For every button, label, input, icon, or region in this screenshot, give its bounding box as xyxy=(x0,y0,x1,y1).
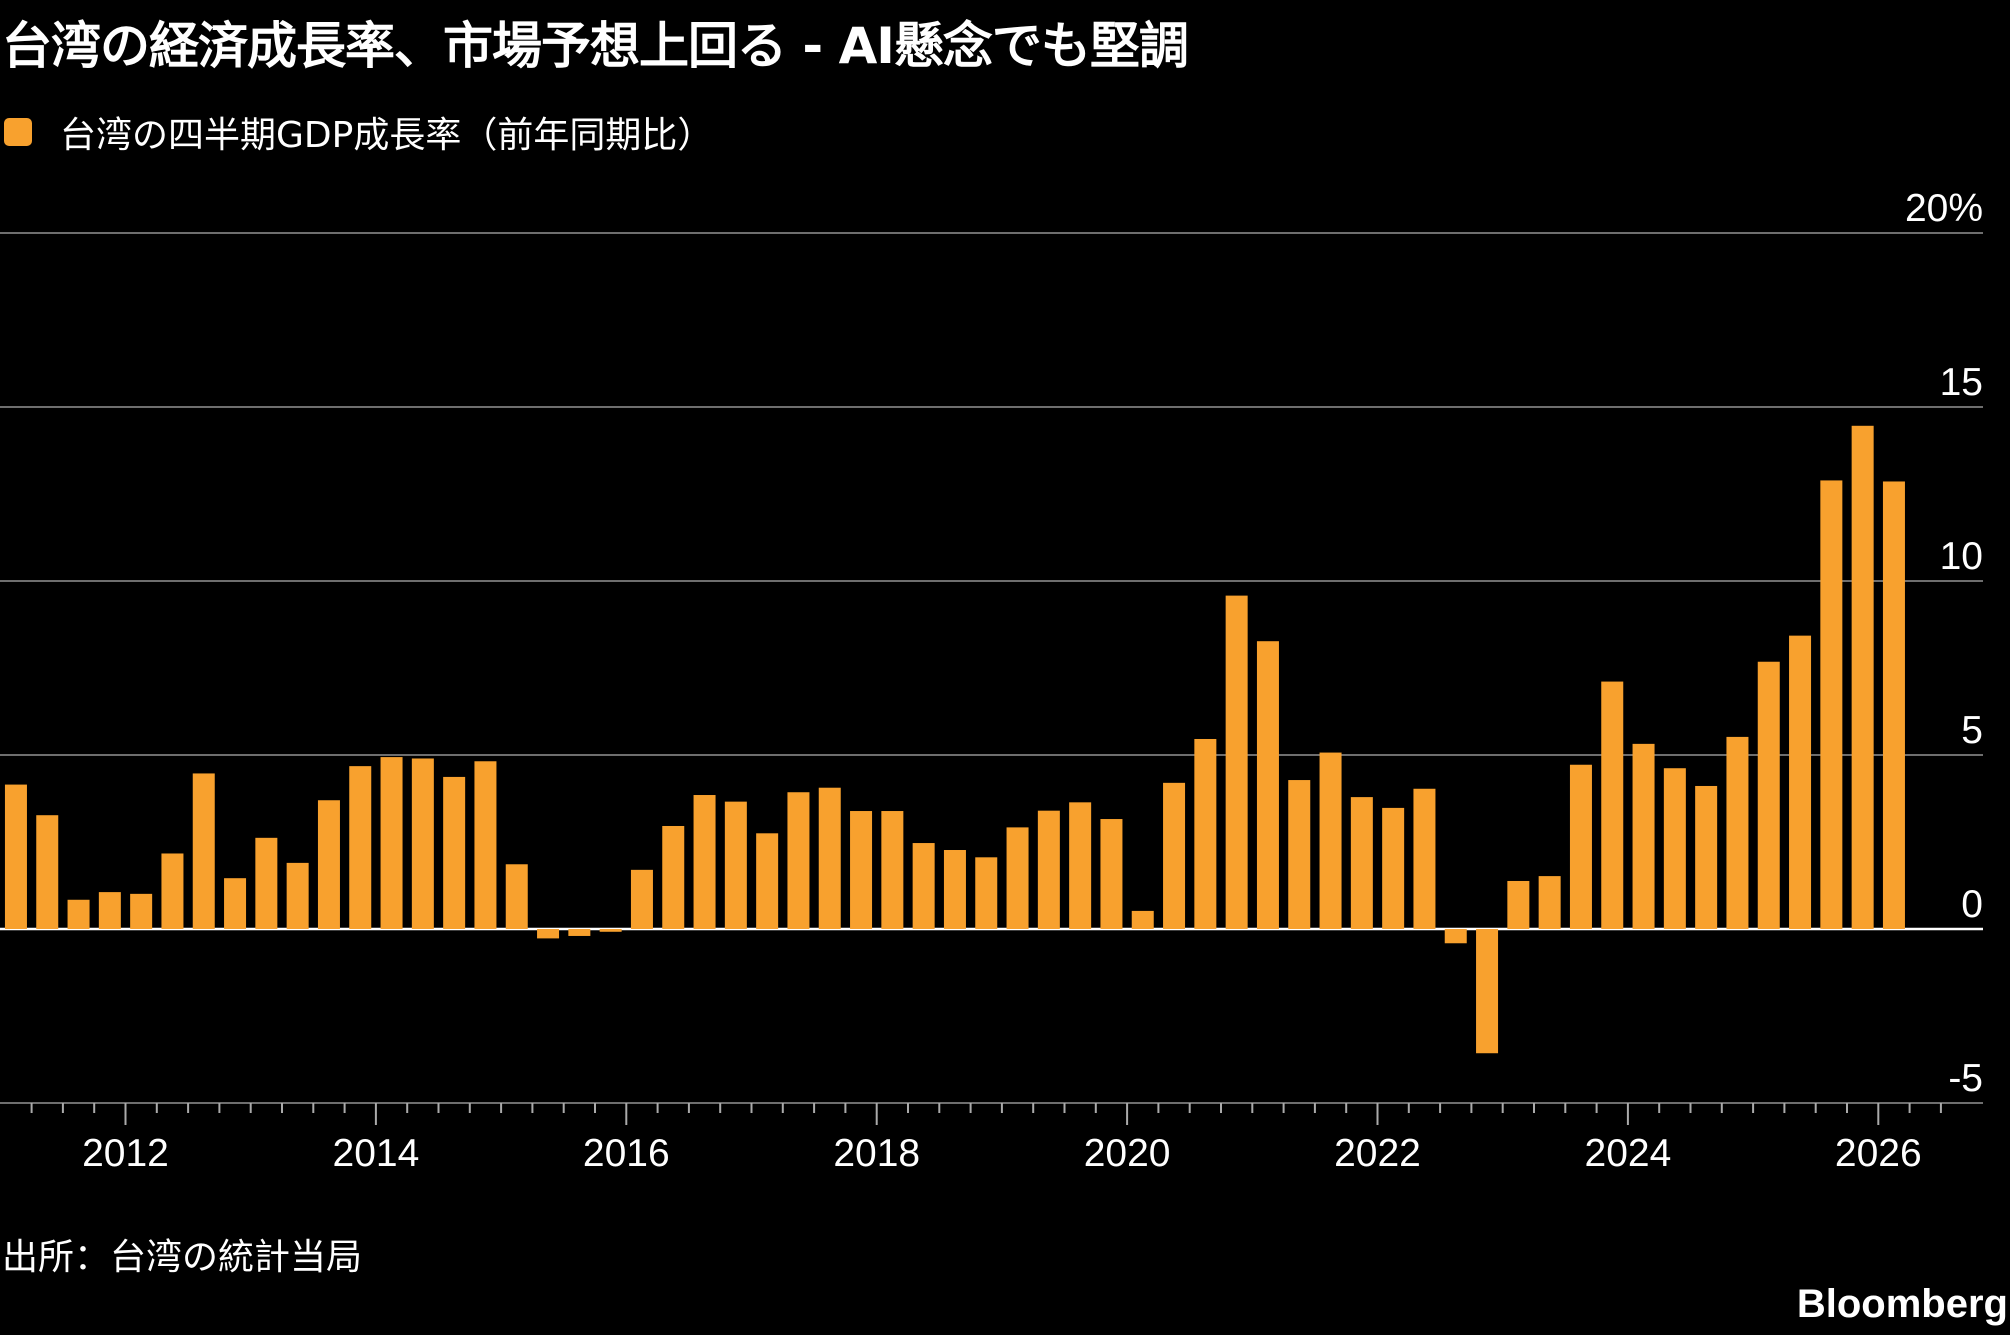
bar xyxy=(98,892,121,929)
x-tick-label: 2018 xyxy=(833,1132,920,1175)
bar xyxy=(1225,595,1248,929)
bar xyxy=(505,864,528,929)
bar xyxy=(662,825,685,929)
bar xyxy=(1851,425,1874,929)
x-tick-label: 2024 xyxy=(1585,1132,1672,1175)
bar xyxy=(380,757,403,929)
bar xyxy=(1100,819,1123,929)
bar xyxy=(67,899,90,929)
bar xyxy=(881,811,904,929)
bar xyxy=(1037,810,1060,929)
x-tick-label: 2026 xyxy=(1835,1132,1922,1175)
bar xyxy=(1194,738,1217,929)
chart-title: 台湾の経済成長率、市場予想上回る - AI懸念でも堅調 xyxy=(2,17,1189,75)
y-tick-label: 10 xyxy=(1940,535,1983,578)
x-tick-label: 2020 xyxy=(1084,1132,1171,1175)
bar xyxy=(975,857,998,929)
bar xyxy=(912,843,935,929)
bar xyxy=(1820,480,1843,929)
bar xyxy=(36,815,59,929)
y-tick-label: 20% xyxy=(1905,187,1983,230)
bar xyxy=(349,766,372,929)
bar xyxy=(1757,661,1780,929)
x-tick-label: 2014 xyxy=(333,1132,420,1175)
bar xyxy=(443,776,466,929)
bar xyxy=(1695,785,1718,929)
bar xyxy=(1632,743,1655,929)
bar xyxy=(411,758,434,929)
x-tick-label: 2012 xyxy=(82,1132,169,1175)
bar xyxy=(1131,910,1154,929)
bar xyxy=(161,853,184,929)
bar xyxy=(1601,681,1624,929)
y-tick-label: 15 xyxy=(1940,361,1983,404)
bar xyxy=(537,929,560,939)
bar xyxy=(1163,782,1186,929)
bloomberg-logo: Bloomberg xyxy=(1796,1282,2008,1326)
bar xyxy=(286,862,309,929)
y-tick-label: 5 xyxy=(1961,709,1983,752)
bar xyxy=(693,795,716,929)
bar xyxy=(1882,481,1905,929)
bar xyxy=(1288,780,1311,929)
x-tick-label: 2016 xyxy=(583,1132,670,1175)
bar xyxy=(317,800,340,929)
y-tick-label: 0 xyxy=(1961,883,1983,926)
bar xyxy=(943,850,966,929)
bar xyxy=(1663,768,1686,929)
bar xyxy=(850,811,873,929)
bar xyxy=(1319,752,1342,929)
legend: 台湾の四半期GDP成長率（前年同期比） xyxy=(4,106,713,158)
bar xyxy=(1069,802,1092,929)
bar xyxy=(1538,876,1561,929)
bar xyxy=(224,878,247,929)
bar xyxy=(1507,880,1530,929)
bar xyxy=(1350,797,1373,929)
bar xyxy=(1569,764,1592,929)
bar xyxy=(130,893,153,929)
bar xyxy=(756,833,779,929)
bar xyxy=(474,761,497,929)
y-tick-label: -5 xyxy=(1948,1057,1983,1100)
bar xyxy=(724,801,747,929)
bar xyxy=(1789,635,1812,929)
bar xyxy=(4,784,27,929)
source-note: 出所：台湾の統計当局 xyxy=(2,1237,363,1278)
legend-label: 台湾の四半期GDP成長率（前年同期比） xyxy=(60,115,714,156)
bar xyxy=(1382,807,1405,929)
legend-swatch xyxy=(4,118,32,146)
bar xyxy=(568,929,591,936)
bar xyxy=(787,792,810,929)
bar xyxy=(1444,929,1467,944)
x-tick-label: 2022 xyxy=(1334,1132,1421,1175)
bar xyxy=(818,787,841,929)
bar xyxy=(1476,929,1499,1054)
bar xyxy=(1726,736,1749,929)
bar xyxy=(599,929,622,932)
bar xyxy=(1006,827,1029,929)
bar xyxy=(630,869,653,929)
bar xyxy=(1256,641,1279,929)
bar xyxy=(255,837,278,929)
bar xyxy=(192,773,215,929)
bar xyxy=(1413,788,1436,929)
